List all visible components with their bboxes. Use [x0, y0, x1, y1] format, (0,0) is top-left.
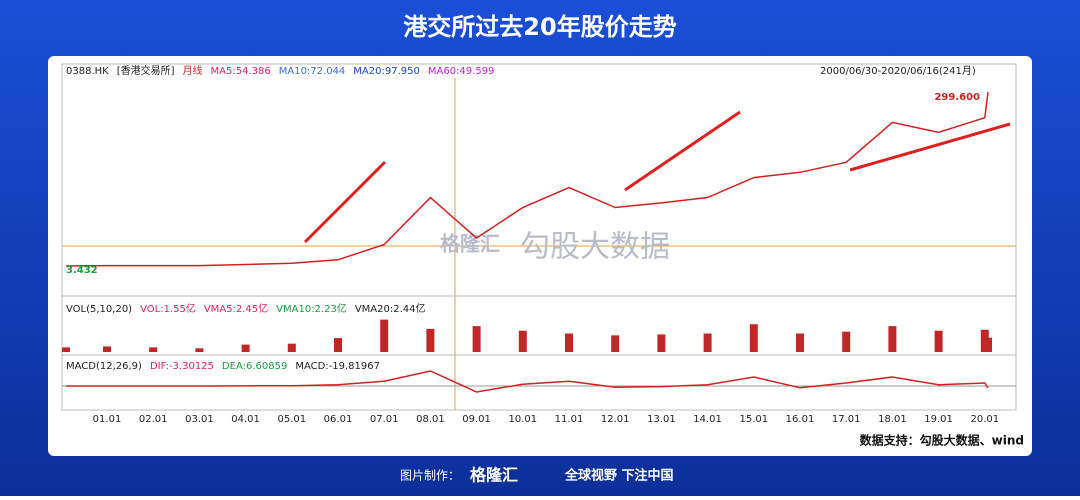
bar [984, 337, 992, 352]
bar [426, 328, 435, 352]
panel-header: MA20:97.950 [353, 66, 420, 77]
bar [703, 333, 712, 352]
bar [611, 335, 620, 352]
bar [380, 319, 389, 352]
bar [796, 333, 804, 352]
bar [934, 330, 943, 352]
value-label: 299.600 [934, 92, 980, 103]
x-tick-label: 08.01 [416, 414, 445, 425]
x-tick-label: 03.01 [185, 414, 214, 425]
bar [657, 334, 666, 352]
x-tick-label: 18.01 [878, 414, 907, 425]
x-tick-label: 06.01 [324, 414, 353, 425]
x-tick-label: 02.01 [139, 414, 168, 425]
watermark: 格隆汇 [440, 232, 500, 256]
x-tick-label: 20.01 [970, 414, 999, 425]
panel [48, 56, 1032, 456]
panel-header: DEA:6.60859 [222, 361, 287, 372]
panel-header: VMA10:2.23亿 [276, 302, 347, 315]
bar [842, 331, 851, 352]
bar [149, 347, 158, 352]
panel-header: VMA5:2.45亿 [204, 302, 268, 315]
x-tick-label: 16.01 [786, 414, 815, 425]
bar [62, 347, 70, 352]
x-tick-label: 13.01 [647, 414, 676, 425]
x-tick-label: 09.01 [462, 414, 491, 425]
panel-header: DIF:-3.30125 [150, 361, 214, 372]
value-label: 3.432 [66, 265, 98, 276]
trend-arrow [849, 122, 1011, 172]
footer-brand: 格隆汇 [470, 466, 518, 485]
panel-header: VOL:1.55亿 [140, 302, 196, 315]
source: 数据支持：勾股大数据、wind [860, 433, 1024, 448]
x-tick-label: 11.01 [555, 414, 584, 425]
page-title: 港交所过去20年股价走势 [403, 13, 676, 41]
bar [287, 343, 296, 352]
panel-header: MA60:49.599 [428, 66, 495, 77]
data-line [65, 370, 989, 393]
bar [565, 333, 573, 352]
panel-header: MACD(12,26,9) [66, 361, 142, 372]
x-tick-label: 17.01 [832, 414, 861, 425]
x-tick-label: 04.01 [231, 414, 260, 425]
x-tick-label: 05.01 [277, 414, 306, 425]
x-tick-label: 07.01 [370, 414, 399, 425]
panel-header: VOL(5,10,20) [66, 304, 132, 315]
panel-header: VMA20:2.44亿 [355, 302, 426, 315]
chart-frame [61, 63, 1017, 411]
bar [472, 326, 481, 352]
panel-header: MACD:-19.81967 [295, 361, 380, 372]
bar [103, 346, 111, 352]
trend-arrow [624, 110, 741, 192]
panel-header: 月线 [183, 64, 203, 77]
bar [749, 324, 758, 352]
trend-arrow [303, 160, 387, 244]
panel-header: MA5:54.386 [211, 66, 271, 77]
panel-header: MA10:72.044 [279, 66, 346, 77]
bar [888, 326, 897, 352]
panel-header: [香港交易所] [117, 64, 175, 77]
panel-header: 0388.HK [66, 66, 109, 77]
date-range: 2000/06/30-2020/06/16(241月) [820, 65, 976, 77]
bar [241, 344, 250, 352]
x-tick-label: 15.01 [739, 414, 768, 425]
x-tick-label: 01.01 [93, 414, 122, 425]
x-tick-label: 10.01 [508, 414, 537, 425]
footer-slogan: 全球视野 下注中国 [564, 468, 674, 484]
x-tick-label: 14.01 [693, 414, 722, 425]
bar [334, 338, 342, 352]
watermark: 勾股大数据 [520, 230, 670, 265]
bar [195, 348, 204, 352]
footer-label: 图片制作： [400, 469, 460, 483]
x-tick-label: 12.01 [601, 414, 630, 425]
data-line [65, 92, 989, 267]
x-tick-label: 19.01 [924, 414, 953, 425]
bar [518, 330, 527, 352]
